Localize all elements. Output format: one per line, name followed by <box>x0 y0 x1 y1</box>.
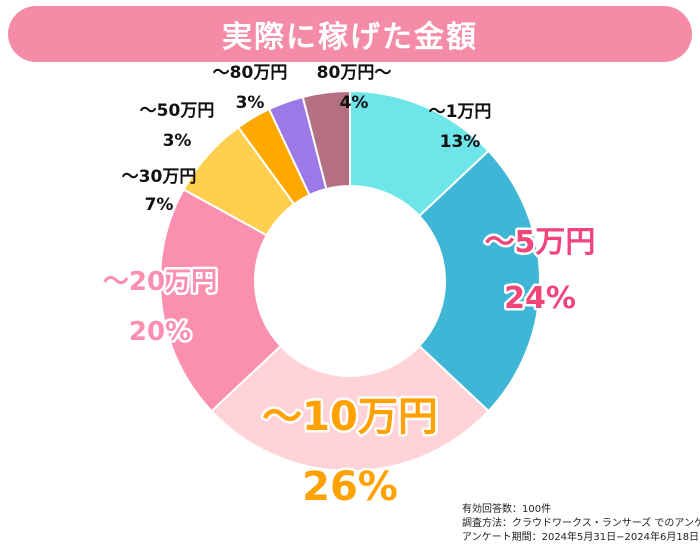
slice-label-3: 〜20万円 <box>103 267 217 297</box>
slice-value-5: 3% <box>163 131 192 151</box>
footnote-method: 調査方法：クラウドワークス・ランサーズ でのアンケート <box>462 518 700 529</box>
footnote: 有効回答数：100件 調査方法：クラウドワークス・ランサーズ でのアンケート ア… <box>462 503 700 545</box>
slice-value-7: 4% <box>340 93 369 113</box>
footnote-period: アンケート期間：2024年5月31日−2024年6月18日 <box>462 532 700 543</box>
slice-1 <box>417 149 541 413</box>
slice-label-2: 〜10万円 <box>262 394 438 440</box>
slice-label-6: 〜80万円 <box>213 63 288 83</box>
slice-label-0: 〜1万円 <box>429 102 492 122</box>
slice-value-6: 3% <box>236 93 265 113</box>
slice-value-0: 13% <box>440 132 481 152</box>
slice-value-2: 26% <box>302 464 398 510</box>
slice-label-1: 〜5万円 <box>485 225 596 260</box>
slice-label-7: 80万円〜 <box>317 63 392 83</box>
title-bar: 実際に稼げた金額 <box>8 6 692 62</box>
slice-7 <box>301 89 351 191</box>
slice-value-1: 24% <box>504 281 576 316</box>
footnote-responses: 有効回答数：100件 <box>462 504 552 515</box>
slice-value-4: 7% <box>145 195 174 215</box>
slice-label-4: 〜30万円 <box>122 167 197 187</box>
slice-value-3: 20% <box>129 317 191 347</box>
slice-label-5: 〜50万円 <box>140 101 215 121</box>
slice-2 <box>210 344 490 472</box>
slice-3 <box>159 188 283 413</box>
chart-title: 実際に稼げた金額 <box>222 20 478 55</box>
